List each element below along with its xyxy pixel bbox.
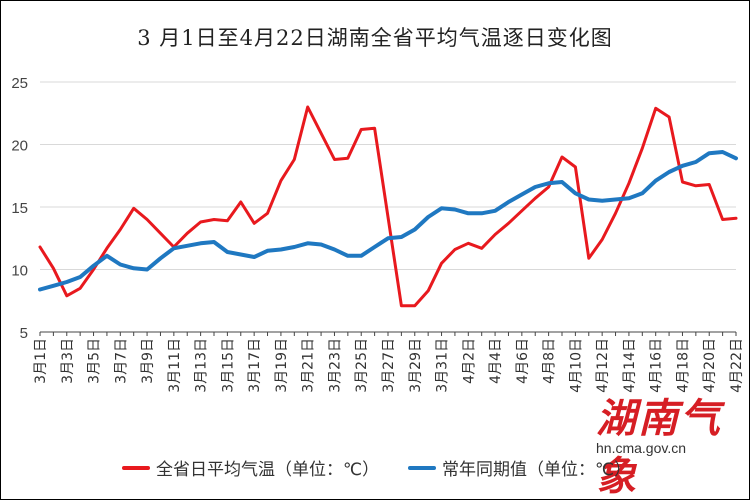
x-tick-label: 3月5日 xyxy=(87,338,103,384)
x-tick-label: 4月18日 xyxy=(675,338,691,393)
x-tick-label: 4月10日 xyxy=(568,338,584,393)
chart-title: 3 月1日至4月22日湖南全省平均气温逐日变化图 xyxy=(137,26,613,50)
x-tick-label: 4月12日 xyxy=(595,338,611,393)
legend-swatch-actual xyxy=(122,465,150,470)
series-line-actual xyxy=(38,105,738,308)
y-tick-label: 5 xyxy=(20,325,28,342)
y-tick-label: 25 xyxy=(11,75,28,92)
x-tick-label: 3月15日 xyxy=(220,338,236,393)
x-tick-label: 3月25日 xyxy=(354,338,370,393)
x-tick-label: 3月7日 xyxy=(113,338,129,384)
x-tick-label: 4月22日 xyxy=(729,338,745,393)
series-line-normal xyxy=(38,150,738,292)
x-tick-label: 3月1日 xyxy=(33,338,49,384)
hunan-weather-logo: 湖南气象 xyxy=(596,395,722,500)
x-tick-label: 3月3日 xyxy=(60,338,76,384)
x-tick-label: 4月8日 xyxy=(542,338,558,384)
x-tick-label: 4月20日 xyxy=(702,338,718,393)
x-tick-label: 3月27日 xyxy=(381,338,397,393)
x-tick-label: 3月19日 xyxy=(274,338,290,393)
series-lines xyxy=(38,105,738,308)
legend-item-normal: 常年同期值（单位：℃） xyxy=(408,455,631,480)
x-tick-label: 4月4日 xyxy=(488,338,504,384)
x-tick-label: 3月21日 xyxy=(301,338,317,393)
y-tick-label: 10 xyxy=(11,263,28,280)
x-tick-label: 3月13日 xyxy=(194,338,210,393)
x-tick-label: 3月31日 xyxy=(435,338,451,393)
x-tick-label: 4月2日 xyxy=(461,338,477,384)
y-tick-label: 15 xyxy=(11,200,28,217)
x-tick-label: 3月17日 xyxy=(247,338,263,393)
legend-label-actual: 全省日平均气温（单位：℃） xyxy=(156,460,380,480)
x-tick-label: 4月16日 xyxy=(649,338,665,393)
x-tick-label: 3月23日 xyxy=(327,338,343,393)
legend-swatch-normal xyxy=(408,465,436,470)
y-tick-label: 20 xyxy=(11,138,28,155)
axes: 5 10 15 20 25 3月1日 3月3日 3月5日 3月7日 3月9日 3月11日 3月13日 3… xyxy=(11,75,745,393)
legend-label-normal: 常年同期值（单位：℃） xyxy=(442,460,632,480)
x-tick-label: 3月9日 xyxy=(140,338,156,384)
x-tick-label: 4月6日 xyxy=(515,338,531,384)
legend-item-actual: 全省日平均气温（单位：℃） xyxy=(122,455,379,480)
x-tick-label: 3月29日 xyxy=(408,338,424,393)
logo-url: hn.cma.gov.cn xyxy=(596,440,687,456)
x-tick-label: 3月11日 xyxy=(167,338,183,393)
x-tick-label: 4月14日 xyxy=(622,338,638,393)
